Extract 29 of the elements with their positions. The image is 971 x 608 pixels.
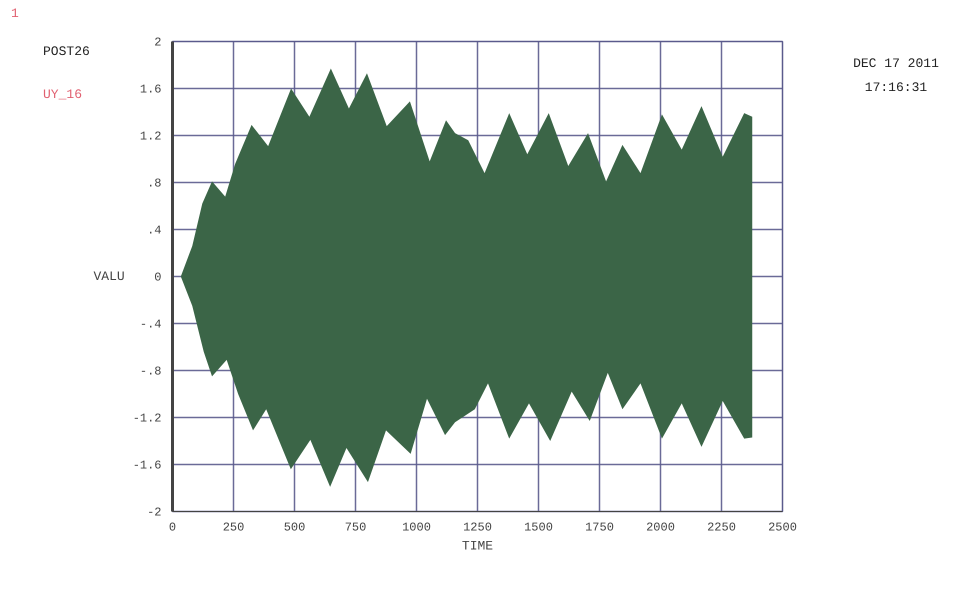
x-tick-label: 2250 xyxy=(707,520,736,534)
y-tick-label: 1.6 xyxy=(140,82,162,96)
x-tick-label: 500 xyxy=(284,520,306,534)
x-tick-label: 1500 xyxy=(524,520,553,534)
x-tick-label: 1250 xyxy=(463,520,492,534)
y-tick-label: -.4 xyxy=(140,318,162,332)
y-tick-label: 1.2 xyxy=(140,130,162,144)
text: DEC 17 2011 xyxy=(852,55,940,73)
x-tick-label: 2000 xyxy=(646,520,675,534)
x-tick-label: 0 xyxy=(168,520,176,534)
y-axis-title: VALU xyxy=(93,269,125,284)
x-tick-label: 1000 xyxy=(402,520,431,534)
y-tick-label: .8 xyxy=(147,176,162,190)
x-tick-label: 750 xyxy=(344,520,366,534)
text: UY_16 xyxy=(43,86,82,104)
y-tick-label: -1.6 xyxy=(132,458,162,472)
y-tick-label: -1.2 xyxy=(132,412,162,426)
y-tick-label: -2 xyxy=(147,506,162,520)
text: 17:16:31 xyxy=(864,79,928,97)
y-tick-label: 0 xyxy=(154,270,162,284)
text: 1 xyxy=(11,5,19,23)
y-tick-label: 2 xyxy=(154,36,162,50)
text: POST26 xyxy=(43,43,90,61)
x-tick-label: 2500 xyxy=(768,520,797,534)
x-tick-label: 1750 xyxy=(585,520,614,534)
y-tick-label: .4 xyxy=(147,224,162,238)
x-axis-title: TIME xyxy=(462,538,494,554)
y-tick-label: -.8 xyxy=(140,364,162,378)
x-tick-label: 250 xyxy=(222,520,244,534)
